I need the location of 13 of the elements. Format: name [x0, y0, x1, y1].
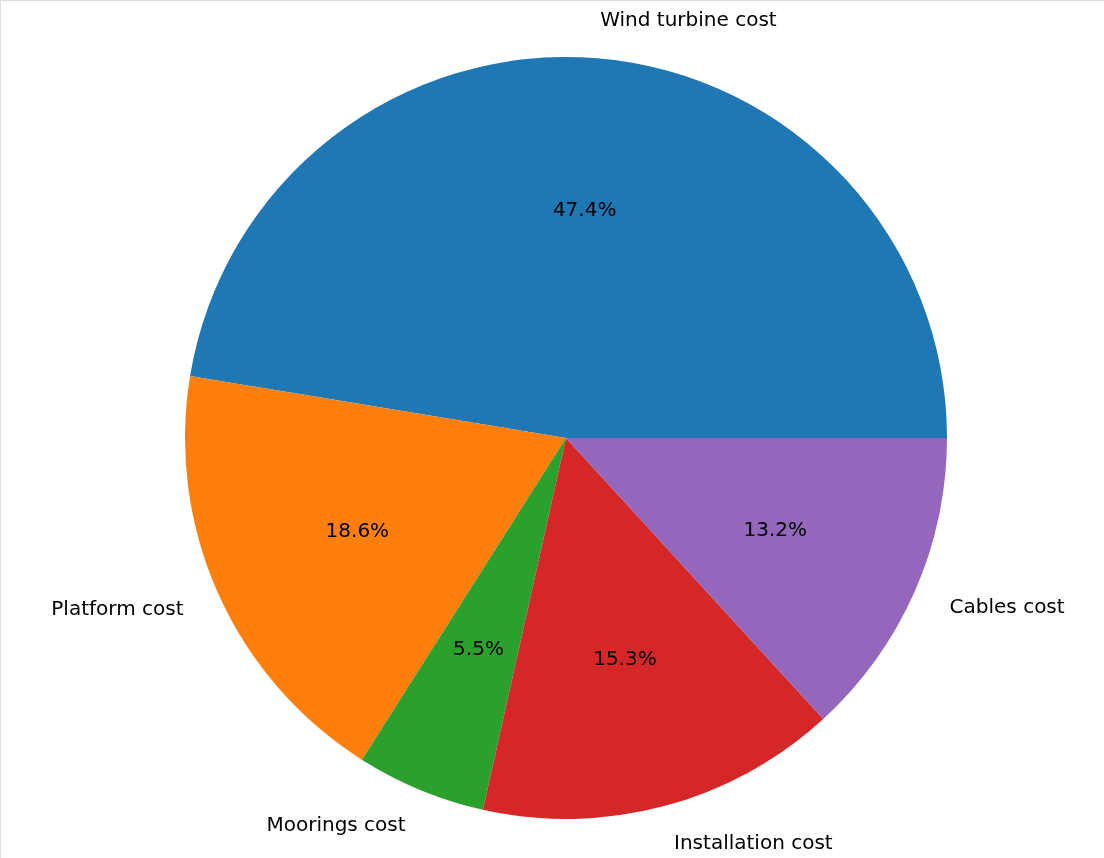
slice-label: Platform cost	[51, 596, 184, 621]
slice-label: Wind turbine cost	[600, 7, 777, 32]
slice-label: Moorings cost	[266, 812, 406, 837]
slice-label: Cables cost	[949, 593, 1065, 618]
pie-slice	[185, 376, 566, 760]
data-label: 18.6%	[325, 518, 390, 543]
data-label: 47.4%	[552, 197, 617, 222]
slice-label: Installation cost	[674, 829, 833, 854]
pie-slice	[566, 438, 947, 719]
data-label: 15.3%	[593, 645, 657, 670]
data-label: 13.2%	[743, 517, 807, 542]
pie-slice	[190, 57, 947, 438]
data-label: 5.5%	[453, 636, 504, 661]
